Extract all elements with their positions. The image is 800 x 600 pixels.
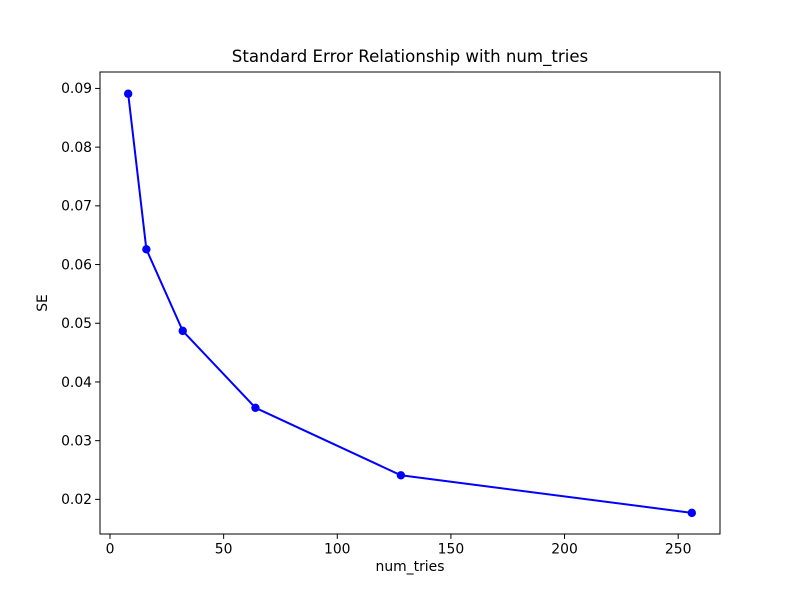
- plot-contents: 0 50 100 150 200 250 0.02 0.03 0.04 0.05 0.06 0.07 0…: [61, 81, 697, 558]
- y-tick-label: 0.09: [61, 81, 92, 97]
- x-tick-label: 0: [106, 542, 115, 558]
- y-tick-label: 0.06: [61, 257, 92, 273]
- y-tick-label: 0.04: [61, 375, 92, 391]
- y-tick-label: 0.07: [61, 199, 92, 215]
- y-axis-label: SE: [35, 294, 51, 312]
- data-point: [687, 508, 697, 518]
- plot-area: [99, 71, 721, 535]
- y-tick-label: 0.05: [61, 316, 92, 332]
- x-tick-label: 200: [551, 542, 578, 558]
- data-point: [251, 403, 260, 412]
- x-tick-label: 50: [215, 542, 233, 558]
- x-tick-label: 250: [665, 542, 692, 558]
- chart-title: Standard Error Relationship with num_tri…: [232, 47, 588, 67]
- data-point: [178, 326, 187, 336]
- x-axis-label: num_tries: [376, 559, 445, 575]
- data-point: [123, 89, 133, 98]
- x-tick-label: 100: [324, 542, 351, 558]
- data-line: [127, 92, 693, 514]
- x-tick-label: 150: [438, 542, 465, 558]
- y-tick-label: 0.08: [61, 140, 92, 156]
- y-tick-label: 0.03: [61, 433, 92, 449]
- data-point: [396, 471, 406, 480]
- y-tick-label: 0.02: [61, 492, 92, 508]
- data-point: [142, 245, 151, 254]
